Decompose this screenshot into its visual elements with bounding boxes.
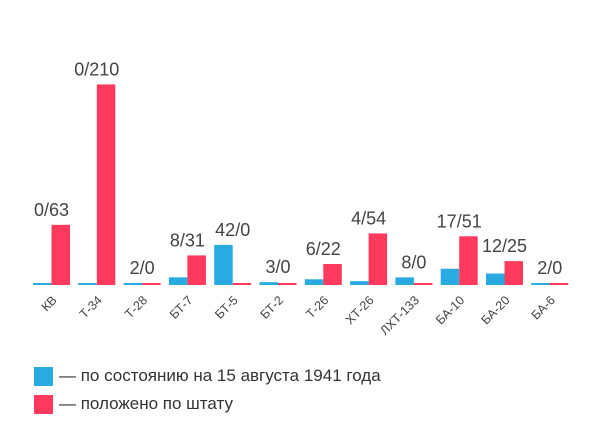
bar-staff [459, 236, 478, 285]
legend-swatch-staff [34, 394, 53, 414]
data-label: 0/63 [34, 200, 69, 220]
data-label: 2/0 [537, 258, 562, 278]
x-tick-label: КВ [39, 293, 60, 314]
bar-staff [368, 233, 388, 285]
data-label: 8/31 [170, 230, 205, 250]
x-tick-label: БТ-2 [258, 293, 287, 322]
x-tick-label: Т-34 [77, 293, 105, 321]
x-tick-label: БА-20 [478, 293, 512, 327]
data-label: 12/25 [482, 236, 527, 256]
x-tick-label: БТ-7 [167, 293, 196, 322]
data-label: 17/51 [437, 211, 482, 231]
legend-item-staff: — положено по штату [34, 394, 233, 414]
bar-staff [278, 283, 297, 285]
bar-current [123, 283, 143, 285]
x-tick-label: БА-6 [529, 293, 558, 322]
legend-label-current: — по состоянию на 15 августа 1941 года [59, 366, 381, 385]
bar-current [33, 283, 52, 285]
x-tick-label: Т-28 [122, 293, 150, 321]
bar-current [304, 279, 324, 285]
data-label: 2/0 [130, 258, 155, 278]
bar-current [214, 244, 233, 285]
bar-current [168, 277, 188, 285]
bar-staff [96, 84, 116, 285]
bar-staff [504, 261, 523, 285]
bar-staff [51, 224, 70, 285]
bar-staff [323, 263, 342, 285]
data-label: 0/210 [74, 59, 119, 79]
bar-current [259, 282, 278, 285]
bar-staff [413, 283, 433, 285]
bar-current [78, 283, 97, 285]
bar-current [395, 277, 414, 285]
x-tick-label: Т-26 [303, 293, 331, 321]
bar-current [440, 268, 460, 285]
x-tick-label: ХТ-26 [343, 293, 377, 327]
legend-swatch-current [34, 366, 53, 386]
bar-staff [187, 255, 206, 285]
bar-current [531, 283, 550, 285]
data-label: 6/22 [306, 239, 341, 259]
bar-staff [232, 283, 252, 285]
bar-current [350, 281, 369, 285]
x-tick-label: ЛХТ-133 [377, 293, 422, 338]
legend-label-staff: — положено по штату [59, 394, 233, 413]
x-tick-label: БА-10 [433, 293, 467, 327]
bar-staff [142, 283, 161, 285]
data-label: 3/0 [265, 257, 290, 277]
data-label: 42/0 [215, 220, 250, 240]
legend-item-current: — по состоянию на 15 августа 1941 года [34, 366, 381, 386]
data-label: 4/54 [351, 208, 386, 228]
bar-current [486, 273, 505, 285]
x-tick-label: БТ-5 [212, 293, 241, 322]
bar-staff [549, 283, 569, 285]
data-label: 8/0 [401, 252, 426, 272]
